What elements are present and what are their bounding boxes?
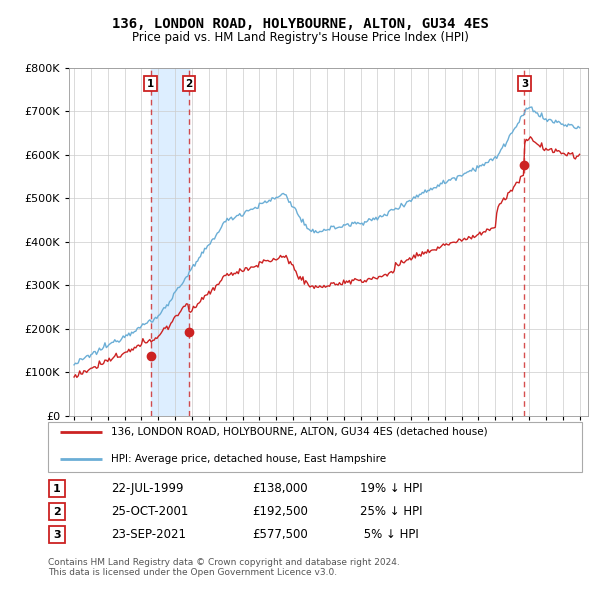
- Text: 3: 3: [521, 78, 528, 88]
- Bar: [151, 68, 189, 416]
- Text: 5% ↓ HPI: 5% ↓ HPI: [360, 528, 419, 541]
- Text: 3: 3: [53, 530, 61, 539]
- Text: 136, LONDON ROAD, HOLYBOURNE, ALTON, GU34 4ES: 136, LONDON ROAD, HOLYBOURNE, ALTON, GU3…: [112, 17, 488, 31]
- Text: HPI: Average price, detached house, East Hampshire: HPI: Average price, detached house, East…: [111, 454, 386, 464]
- Text: 22-JUL-1999: 22-JUL-1999: [111, 482, 184, 495]
- Text: 19% ↓ HPI: 19% ↓ HPI: [360, 482, 422, 495]
- Text: 23-SEP-2021: 23-SEP-2021: [111, 528, 186, 541]
- Text: 2: 2: [53, 507, 61, 516]
- Text: £138,000: £138,000: [252, 482, 308, 495]
- Text: 136, LONDON ROAD, HOLYBOURNE, ALTON, GU34 4ES (detached house): 136, LONDON ROAD, HOLYBOURNE, ALTON, GU3…: [111, 427, 488, 437]
- Text: 2: 2: [185, 78, 193, 88]
- Text: 25-OCT-2001: 25-OCT-2001: [111, 505, 188, 518]
- Text: £192,500: £192,500: [252, 505, 308, 518]
- Text: Contains HM Land Registry data © Crown copyright and database right 2024.
This d: Contains HM Land Registry data © Crown c…: [48, 558, 400, 577]
- Text: Price paid vs. HM Land Registry's House Price Index (HPI): Price paid vs. HM Land Registry's House …: [131, 31, 469, 44]
- Text: 25% ↓ HPI: 25% ↓ HPI: [360, 505, 422, 518]
- Text: 1: 1: [53, 484, 61, 493]
- Text: £577,500: £577,500: [252, 528, 308, 541]
- Text: 1: 1: [147, 78, 154, 88]
